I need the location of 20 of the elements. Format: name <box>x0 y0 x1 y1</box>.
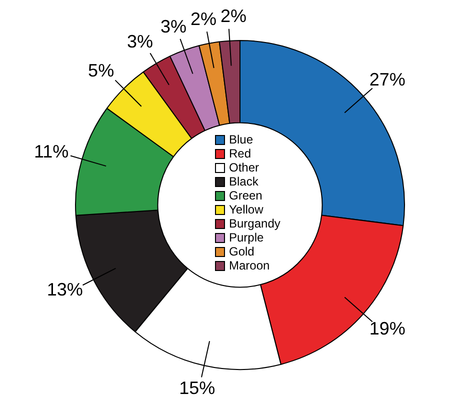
data-label: 2% <box>190 8 216 29</box>
legend-label: Other <box>229 160 260 174</box>
legend-label: Maroon <box>229 258 270 272</box>
legend-label: Yellow <box>229 202 264 216</box>
data-label: 5% <box>88 60 114 81</box>
legend-label: Black <box>229 174 260 188</box>
legend-label: Green <box>229 188 262 202</box>
data-label: 15% <box>179 378 216 398</box>
legend-label: Burgandy <box>229 216 280 230</box>
data-label: 19% <box>369 318 406 339</box>
legend-label: Gold <box>229 244 254 258</box>
legend-label: Blue <box>229 132 254 146</box>
data-label: 3% <box>160 16 186 37</box>
legend-label: Red <box>229 146 252 160</box>
data-label: 13% <box>46 280 83 300</box>
legend-label: Purple <box>229 230 264 244</box>
data-label: 27% <box>369 69 406 90</box>
data-label: 11% <box>34 141 69 162</box>
data-label: 2% <box>220 6 246 26</box>
data-label: 3% <box>126 32 153 52</box>
